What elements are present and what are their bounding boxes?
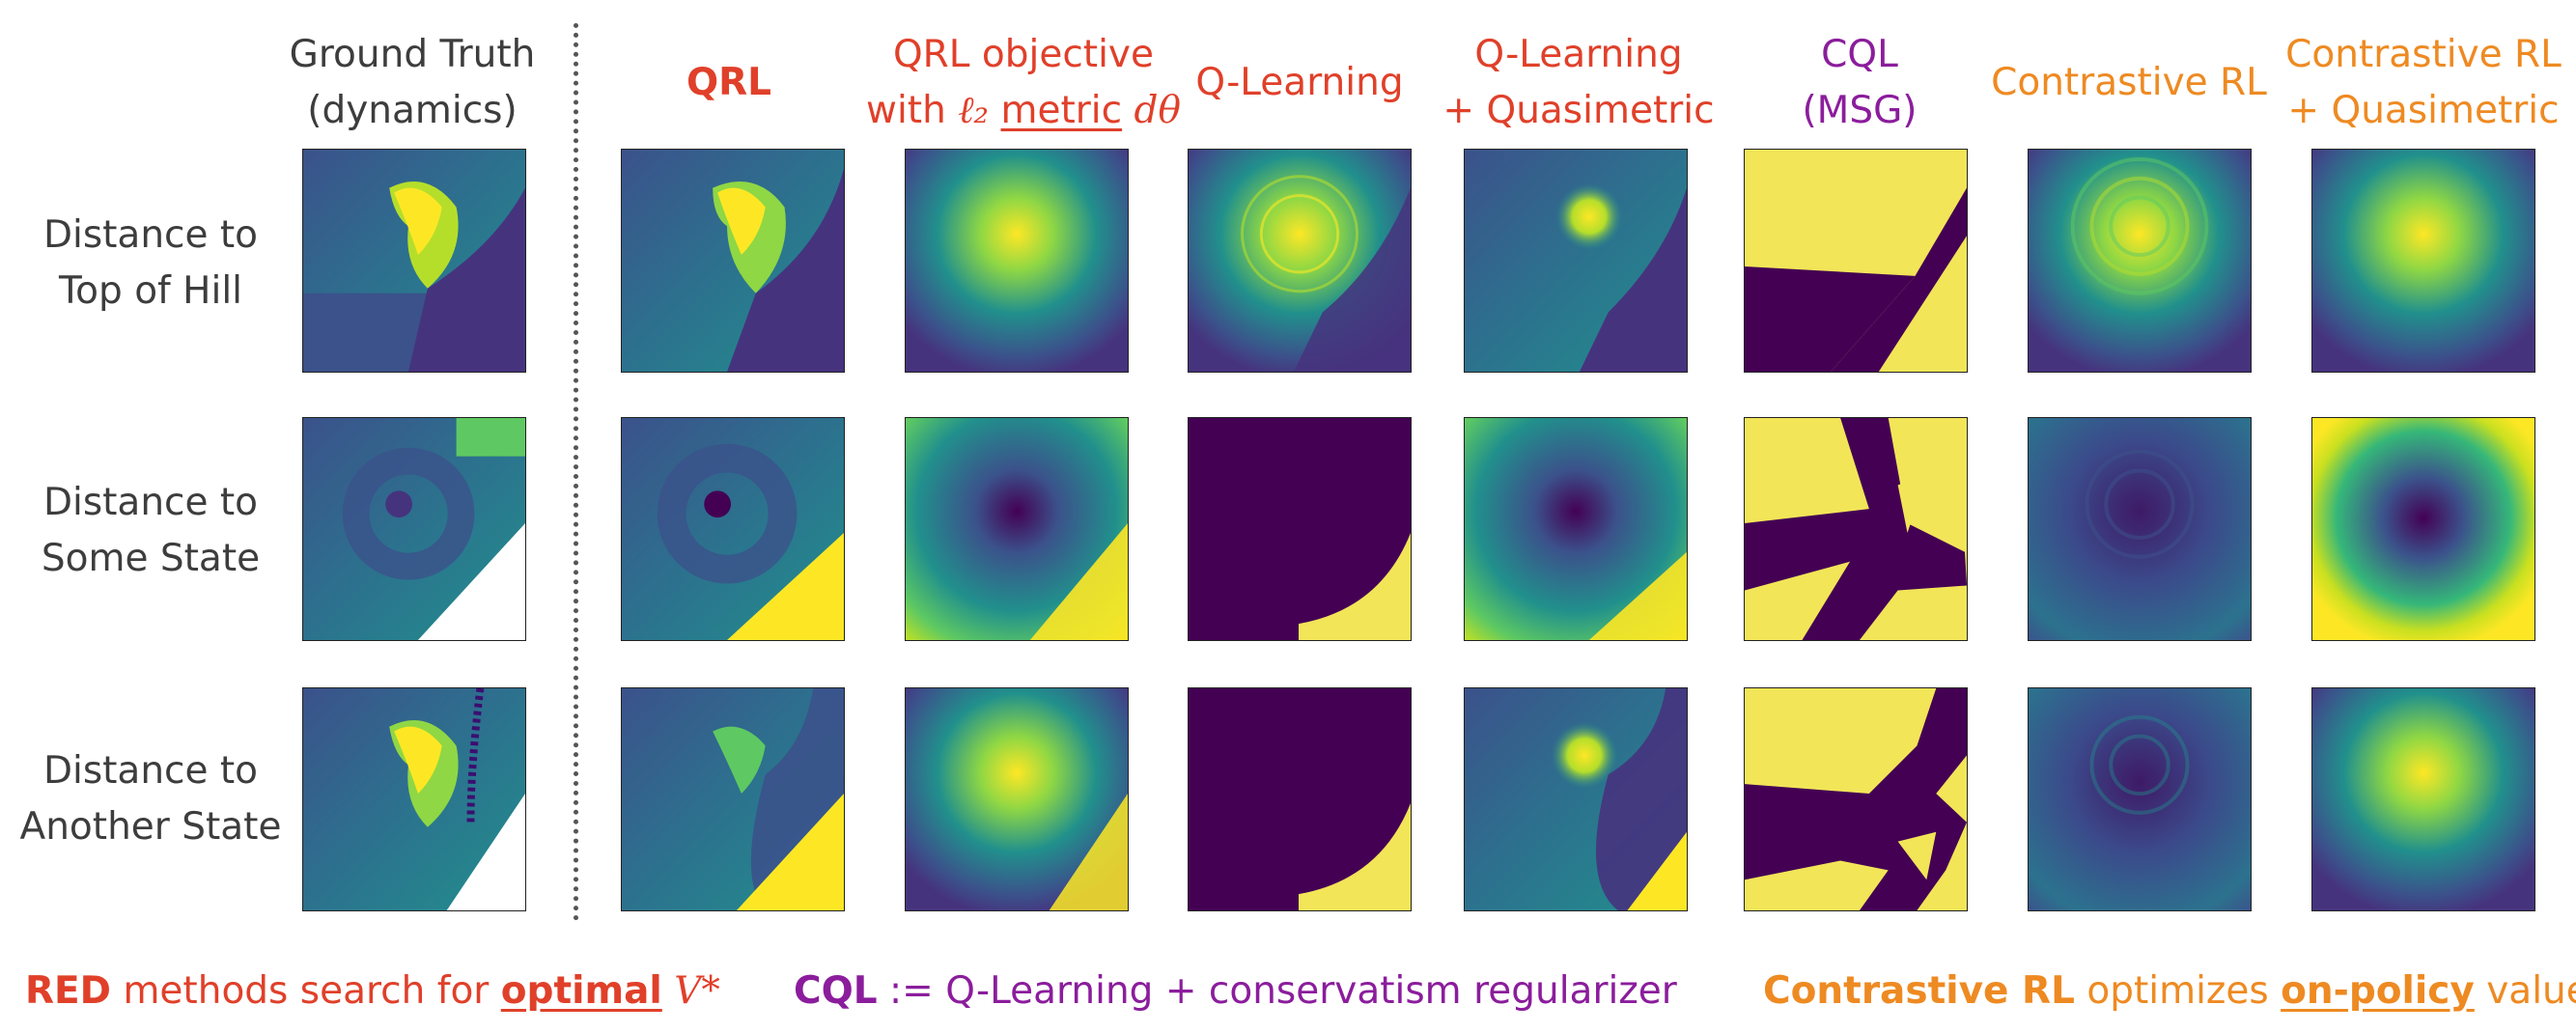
panel-crl-row3	[2028, 687, 2252, 911]
footer-red-note: RED methods search for optimal V*	[25, 969, 720, 1013]
panel-qlearning-row3	[1188, 687, 1412, 911]
panel-qrl-l2-row2	[905, 417, 1129, 641]
panel-ql-quasimetric-row1	[1464, 149, 1688, 373]
panel-qrl-row1	[621, 149, 845, 373]
panel-qrl-row2	[621, 417, 845, 641]
header-ground-truth: Ground Truth (dynamics)	[289, 33, 536, 132]
panel-crl-row1	[2028, 149, 2252, 373]
header-qrl-l2: QRL objective with ℓ₂ metric dθ	[866, 33, 1181, 132]
divider	[574, 23, 578, 921]
panel-qlearning-row1	[1188, 149, 1412, 373]
panel-gt-row3	[302, 687, 526, 911]
row-label-another-state: Distance to Another State	[19, 749, 282, 849]
panel-crl-quasimetric-row3	[2311, 687, 2535, 911]
header-q-learning-quasimetric: Q-Learning + Quasimetric	[1442, 33, 1715, 132]
panel-ql-quasimetric-row2	[1464, 417, 1688, 641]
header-contrastive-rl-quasimetric: Contrastive RL + Quasimetric	[2285, 33, 2562, 132]
panel-gt-row1	[302, 149, 526, 373]
panel-cql-row3	[1744, 687, 1968, 911]
header-cql: CQL (MSG)	[1802, 33, 1918, 132]
footer-orange-note: Contrastive RL optimizes on-policy value	[1763, 969, 2576, 1013]
panel-qrl-l2-row3	[905, 687, 1129, 911]
panel-qrl-l2-row1	[905, 149, 1129, 373]
panel-crl-quasimetric-row2	[2311, 417, 2535, 641]
header-contrastive-rl: Contrastive RL	[1991, 61, 2267, 104]
row-label-top-of-hill: Distance to Top of Hill	[42, 213, 259, 313]
header-qrl: QRL	[686, 61, 772, 104]
row-label-some-state: Distance to Some State	[41, 481, 261, 580]
panel-gt-row2	[302, 417, 526, 641]
panel-cql-row1	[1744, 149, 1968, 373]
panel-crl-row2	[2028, 417, 2252, 641]
footer-purple-note: CQL := Q-Learning + conservatism regular…	[794, 969, 1677, 1013]
panel-qrl-row3	[621, 687, 845, 911]
panel-crl-quasimetric-row1	[2311, 149, 2535, 373]
panel-qlearning-row2	[1188, 417, 1412, 641]
panel-cql-row2	[1744, 417, 1968, 641]
header-q-learning: Q-Learning	[1195, 61, 1404, 104]
panel-ql-quasimetric-row3	[1464, 687, 1688, 911]
